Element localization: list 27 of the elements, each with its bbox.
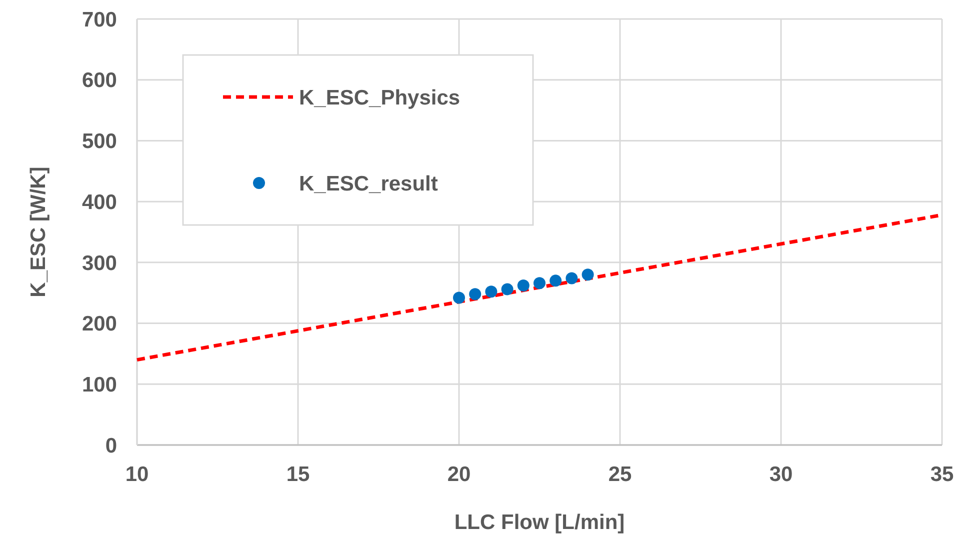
point [501, 283, 514, 296]
y-axis-title: K_ESC [W/K] [27, 166, 50, 298]
y-tick-label: 300 [82, 252, 117, 275]
point [534, 277, 546, 290]
y-tick-label: 400 [82, 190, 117, 214]
y-tick-label: 500 [82, 130, 117, 154]
x-tick-label: 30 [769, 463, 793, 486]
x-tick-label: 35 [930, 463, 954, 486]
point [550, 274, 562, 287]
point [469, 288, 482, 300]
y-tick-label: 0 [105, 434, 117, 458]
y-tick-label: 600 [82, 69, 117, 92]
y-tick-label: 100 [82, 373, 117, 396]
x-tick-label: 25 [608, 463, 632, 486]
point [517, 280, 530, 292]
point [582, 268, 594, 281]
point [566, 272, 578, 284]
x-tick-label: 10 [125, 463, 149, 486]
y-tick-label: 700 [82, 8, 117, 32]
point [485, 286, 498, 298]
point [453, 292, 465, 304]
legend-label: K_ESC_Physics [299, 86, 460, 110]
legend-label: K_ESC_result [299, 172, 438, 196]
x-tick-label: 20 [447, 463, 471, 486]
x-tick-label: 15 [286, 463, 310, 486]
x-axis-title: LLC Flow [L/min] [454, 511, 625, 534]
y-tick-label: 200 [82, 312, 117, 336]
